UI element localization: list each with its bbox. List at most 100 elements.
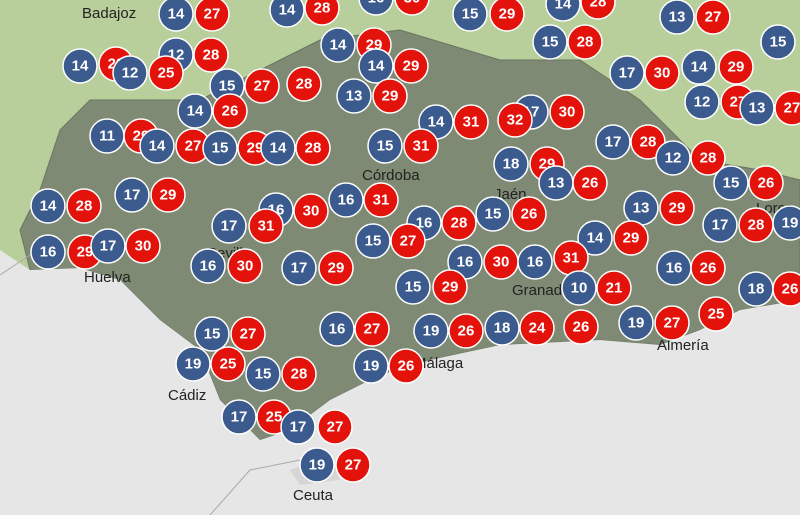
min-temp: 14 [577,220,613,256]
min-temp-value: 15 [723,175,740,192]
min-temp-value: 14 [691,59,708,76]
max-temp-value: 26 [573,319,590,336]
min-temp-circle [545,0,581,22]
max-temp-value: 28 [590,0,607,11]
min-temp-value: 15 [219,78,236,95]
max-temp: 27 [230,316,266,352]
min-temp-circle [114,177,150,213]
min-temp-value: 13 [548,175,565,192]
max-temp-value: 26 [758,175,775,192]
max-temp: 27 [354,311,390,347]
max-temp: 28 [580,0,616,20]
min-temp-value: 16 [338,192,355,209]
min-temp-circle [609,55,645,91]
max-temp-value: 30 [237,258,254,275]
min-temp-value: 19 [628,315,645,332]
min-temp: 15 [713,165,749,201]
city-label: Huelva [84,269,131,286]
max-temp-circle [441,205,477,241]
max-temp: 26 [563,309,599,345]
min-temp: 13 [659,0,695,35]
min-temp-value: 17 [124,187,141,204]
max-temp-value: 25 [708,306,725,323]
max-temp-circle [580,0,616,20]
max-temp-circle [390,223,426,259]
min-temp: 13 [739,90,775,126]
min-temp-circle [194,316,230,352]
max-temp-value: 29 [328,260,345,277]
max-temp-value: 30 [135,238,152,255]
min-temp: 10 [561,270,597,306]
max-temp-circle [318,250,354,286]
max-temp-circle [286,66,322,102]
max-temp-value: 31 [258,218,275,235]
min-temp-value: 17 [605,134,622,151]
min-temp-circle [139,128,175,164]
min-temp-circle [739,90,775,126]
min-temp-circle [328,182,364,218]
max-temp-value: 27 [400,233,417,250]
min-temp-circle [595,124,631,160]
max-temp-value: 28 [291,366,308,383]
city-label: Jaén [494,186,527,203]
max-temp-circle [698,296,734,332]
min-temp-value: 10 [571,280,588,297]
min-temp: 11 [89,118,125,154]
max-temp-circle [772,271,800,307]
min-temp-circle [655,140,691,176]
max-temp: 27 [390,223,426,259]
min-temp: 14 [30,188,66,224]
max-temp-circle [295,130,331,166]
max-temp-circle [690,250,726,286]
min-temp-value: 14 [72,58,89,75]
min-temp-circle [358,48,394,84]
min-temp: 17 [90,228,126,264]
min-temp-circle [280,409,316,445]
max-temp-value: 26 [521,206,538,223]
max-temp-value: 27 [204,6,221,23]
max-temp-circle [654,305,690,341]
min-temp-circle [577,220,613,256]
max-temp: 28 [690,140,726,176]
max-temp: 27 [194,0,230,32]
min-temp-value: 15 [212,140,229,157]
min-temp-value: 16 [457,254,474,271]
max-temp: 29 [393,48,429,84]
max-temp-value: 26 [700,260,717,277]
max-temp: 28 [567,24,603,60]
max-temp-circle [448,313,484,349]
min-temp: 16 [319,311,355,347]
min-temp-circle [355,223,391,259]
min-temp-circle [30,188,66,224]
max-temp-value: 26 [222,103,239,120]
min-temp: 16 [328,182,364,218]
max-temp-value: 28 [76,198,93,215]
min-temp-value: 16 [200,258,217,275]
max-temp-circle [317,409,353,445]
max-temp: 27 [317,409,353,445]
max-temp: 31 [403,128,439,164]
min-temp-circle [358,0,394,16]
min-temp-circle [30,234,66,270]
min-temp: 19 [618,305,654,341]
max-temp-value: 28 [451,215,468,232]
max-temp: 28 [66,188,102,224]
max-temp-circle [659,190,695,226]
min-temp-circle [684,84,720,120]
min-temp: 15 [367,128,403,164]
max-temp: 27 [335,447,371,483]
max-temp-circle [748,165,784,201]
min-temp-value: 19 [423,323,440,340]
max-temp-circle [194,0,230,32]
max-temp-circle [150,177,186,213]
min-temp-value: 17 [291,260,308,277]
min-temp: 14 [177,93,213,129]
max-temp: 27 [695,0,731,35]
min-temp-circle [413,313,449,349]
min-temp-value: 15 [204,326,221,343]
min-temp: 14 [269,0,305,28]
min-temp: 17 [211,208,247,244]
max-temp-circle [497,102,533,138]
min-temp-value: 16 [527,254,544,271]
min-temp-value: 17 [231,409,248,426]
